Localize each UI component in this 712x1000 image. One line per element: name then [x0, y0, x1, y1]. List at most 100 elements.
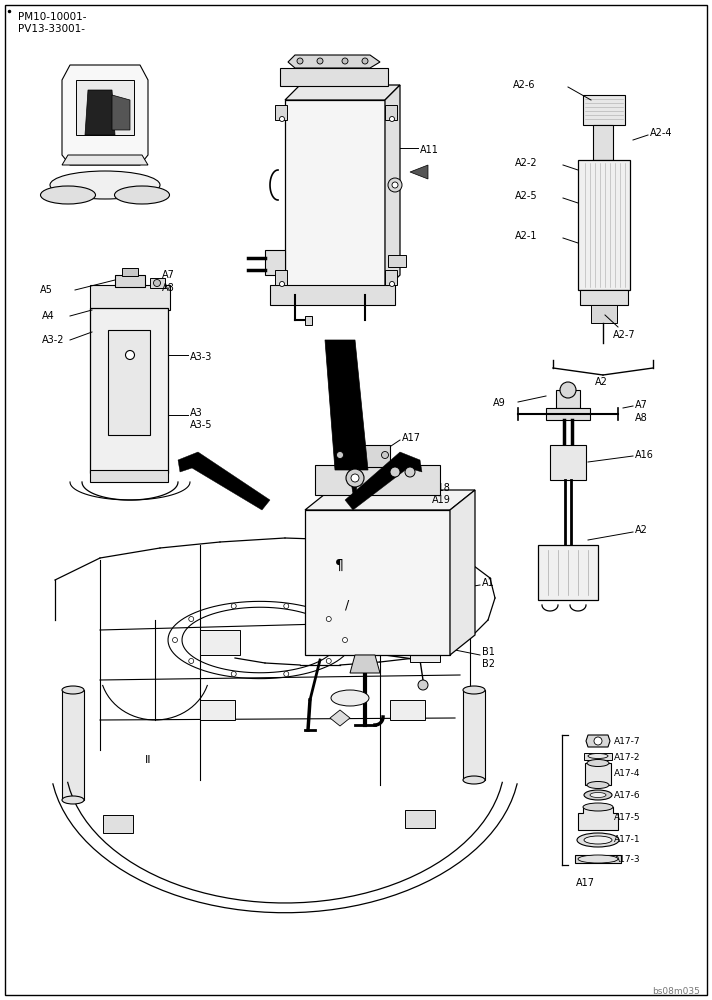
Circle shape: [337, 452, 343, 458]
Polygon shape: [345, 452, 422, 510]
Text: A17-4: A17-4: [614, 770, 641, 778]
Text: A11: A11: [420, 145, 439, 155]
Polygon shape: [330, 710, 350, 726]
Text: A4: A4: [42, 311, 55, 321]
Text: A2: A2: [635, 525, 648, 535]
Circle shape: [389, 282, 394, 286]
Bar: [200, 630, 240, 655]
Text: PM10-10001-: PM10-10001-: [18, 12, 86, 22]
Polygon shape: [62, 65, 148, 165]
Text: A17-3: A17-3: [614, 854, 641, 863]
Bar: [584, 753, 612, 760]
Bar: [62, 690, 84, 800]
Bar: [550, 445, 586, 480]
Polygon shape: [50, 653, 520, 867]
Circle shape: [342, 58, 348, 64]
Bar: [405, 810, 435, 828]
Ellipse shape: [578, 855, 618, 863]
Text: B1: B1: [482, 647, 495, 657]
Bar: [285, 100, 385, 290]
Text: A17-6: A17-6: [614, 790, 641, 800]
Bar: [150, 278, 165, 288]
Ellipse shape: [590, 792, 606, 798]
Text: PV13-33001-: PV13-33001-: [18, 24, 85, 34]
Ellipse shape: [41, 186, 95, 204]
Text: A8: A8: [162, 283, 174, 293]
Circle shape: [231, 604, 236, 609]
Bar: [538, 545, 598, 600]
Circle shape: [189, 617, 194, 622]
Text: A17: A17: [402, 433, 421, 443]
Polygon shape: [325, 340, 368, 505]
Bar: [390, 700, 425, 720]
Bar: [108, 330, 150, 435]
Bar: [591, 305, 617, 323]
Ellipse shape: [584, 836, 612, 844]
Text: A17-5: A17-5: [614, 814, 641, 822]
Ellipse shape: [331, 690, 369, 706]
Bar: [200, 700, 235, 720]
Text: A2: A2: [595, 377, 608, 387]
Circle shape: [280, 116, 285, 121]
Polygon shape: [385, 85, 400, 290]
Circle shape: [297, 58, 303, 64]
Circle shape: [418, 680, 428, 690]
Bar: [546, 408, 590, 420]
Ellipse shape: [583, 803, 613, 811]
Bar: [410, 640, 440, 662]
Polygon shape: [265, 250, 285, 275]
Bar: [103, 815, 133, 833]
Text: II: II: [145, 755, 151, 765]
Polygon shape: [112, 95, 130, 130]
Bar: [593, 125, 613, 160]
Text: A1: A1: [482, 578, 495, 588]
Text: A16: A16: [635, 450, 654, 460]
Bar: [463, 690, 485, 780]
Text: A2-5: A2-5: [515, 191, 538, 201]
Text: /: /: [345, 598, 350, 611]
Text: A3: A3: [190, 408, 203, 418]
Circle shape: [280, 282, 285, 286]
Circle shape: [392, 182, 398, 188]
Circle shape: [154, 279, 160, 286]
Ellipse shape: [115, 186, 169, 204]
Text: A3-5: A3-5: [190, 420, 212, 430]
Text: A3-2: A3-2: [42, 335, 65, 345]
Bar: [335, 445, 390, 467]
Circle shape: [388, 178, 402, 192]
Text: A5: A5: [40, 285, 53, 295]
Bar: [580, 290, 628, 305]
Polygon shape: [76, 80, 134, 135]
Circle shape: [389, 116, 394, 121]
Text: A8: A8: [635, 413, 648, 423]
Bar: [115, 275, 145, 287]
Polygon shape: [305, 316, 312, 325]
Text: A2-6: A2-6: [513, 80, 535, 90]
Text: A18: A18: [432, 483, 451, 493]
Polygon shape: [85, 90, 115, 135]
Bar: [90, 470, 168, 482]
Circle shape: [284, 671, 289, 676]
Text: A2-1: A2-1: [515, 231, 538, 241]
Circle shape: [405, 467, 415, 477]
Circle shape: [594, 737, 602, 745]
Bar: [280, 68, 388, 86]
Bar: [388, 255, 406, 267]
Polygon shape: [178, 452, 270, 510]
Circle shape: [326, 658, 331, 663]
Text: A7: A7: [162, 270, 175, 280]
Text: A9: A9: [493, 398, 506, 408]
Ellipse shape: [584, 790, 612, 800]
Polygon shape: [285, 85, 400, 100]
Bar: [385, 105, 397, 120]
Circle shape: [382, 452, 389, 458]
Text: A7: A7: [635, 400, 648, 410]
Bar: [90, 308, 168, 473]
Circle shape: [346, 469, 364, 487]
Bar: [315, 465, 440, 495]
Polygon shape: [305, 490, 475, 510]
Text: B2: B2: [482, 659, 495, 669]
Bar: [583, 95, 625, 125]
Text: A2-2: A2-2: [515, 158, 538, 168]
Bar: [305, 510, 450, 655]
